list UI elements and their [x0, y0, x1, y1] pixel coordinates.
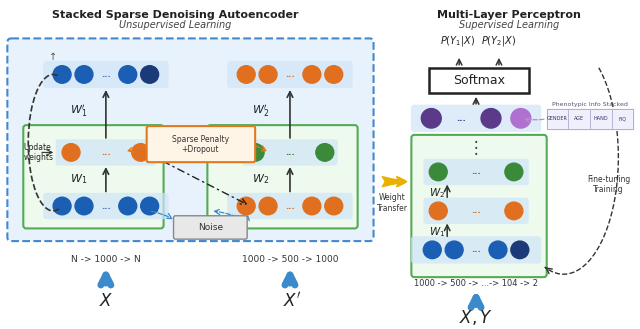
- Text: HAND: HAND: [593, 116, 608, 121]
- Circle shape: [53, 197, 71, 215]
- Circle shape: [119, 197, 137, 215]
- Circle shape: [445, 241, 463, 259]
- FancyBboxPatch shape: [173, 216, 247, 239]
- Text: 1000 -> 500 -> ...-> 104 -> 2: 1000 -> 500 -> ...-> 104 -> 2: [414, 279, 538, 288]
- FancyBboxPatch shape: [547, 109, 634, 129]
- Text: $P(Y_2|X)$: $P(Y_2|X)$: [481, 34, 516, 48]
- Circle shape: [237, 197, 255, 215]
- Circle shape: [62, 144, 80, 161]
- Circle shape: [237, 66, 255, 83]
- FancyBboxPatch shape: [547, 109, 568, 129]
- FancyBboxPatch shape: [242, 139, 338, 165]
- Circle shape: [303, 197, 321, 215]
- FancyBboxPatch shape: [412, 135, 547, 277]
- Circle shape: [489, 241, 507, 259]
- Text: ⋮: ⋮: [468, 139, 484, 157]
- Circle shape: [259, 66, 277, 83]
- FancyBboxPatch shape: [227, 61, 353, 88]
- Text: $X'$: $X'$: [283, 292, 301, 311]
- FancyBboxPatch shape: [590, 109, 612, 129]
- FancyBboxPatch shape: [207, 125, 358, 228]
- Circle shape: [423, 241, 441, 259]
- Text: ...: ...: [471, 245, 481, 254]
- Text: N -> 1000 -> N: N -> 1000 -> N: [71, 255, 141, 264]
- Text: Weight
Transfer: Weight Transfer: [377, 193, 408, 213]
- FancyBboxPatch shape: [23, 125, 164, 228]
- Circle shape: [53, 66, 71, 83]
- Text: Update
weights: Update weights: [23, 143, 53, 162]
- Text: Sparse Penalty
+Dropout: Sparse Penalty +Dropout: [172, 135, 229, 154]
- Text: $W_2$: $W_2$: [429, 187, 445, 200]
- Text: ...: ...: [285, 148, 295, 157]
- Text: ...: ...: [285, 201, 295, 211]
- Circle shape: [511, 109, 531, 128]
- Circle shape: [259, 197, 277, 215]
- Text: $W_1$: $W_1$: [70, 172, 88, 186]
- Text: $W_2'$: $W_2'$: [252, 104, 269, 119]
- Circle shape: [141, 197, 159, 215]
- Text: Noise: Noise: [198, 223, 223, 232]
- Text: ...: ...: [456, 114, 466, 123]
- Text: Phenotypic Info Stacked: Phenotypic Info Stacked: [552, 102, 628, 107]
- FancyBboxPatch shape: [568, 109, 590, 129]
- FancyBboxPatch shape: [423, 159, 529, 185]
- Circle shape: [429, 202, 447, 220]
- Circle shape: [132, 144, 150, 161]
- Text: AGE: AGE: [574, 116, 584, 121]
- FancyBboxPatch shape: [43, 193, 168, 219]
- Text: $W_2$: $W_2$: [252, 172, 269, 186]
- Text: Softmax: Softmax: [453, 74, 505, 87]
- Circle shape: [511, 241, 529, 259]
- Circle shape: [429, 163, 447, 181]
- Text: $W_1'$: $W_1'$: [70, 104, 88, 119]
- Circle shape: [325, 66, 342, 83]
- FancyBboxPatch shape: [227, 193, 353, 219]
- Circle shape: [421, 109, 441, 128]
- Text: $P(Y_1|X)$: $P(Y_1|X)$: [440, 34, 475, 48]
- Circle shape: [246, 144, 264, 161]
- Circle shape: [316, 144, 333, 161]
- Text: Stacked Sparse Denoising Autoencoder: Stacked Sparse Denoising Autoencoder: [52, 10, 299, 20]
- Text: ...: ...: [101, 70, 111, 79]
- Text: $X, Y$: $X, Y$: [459, 308, 493, 327]
- Circle shape: [75, 197, 93, 215]
- FancyBboxPatch shape: [411, 236, 541, 264]
- FancyBboxPatch shape: [43, 61, 168, 88]
- FancyBboxPatch shape: [612, 109, 634, 129]
- Text: Supervised Learning: Supervised Learning: [459, 20, 559, 30]
- Text: Multi-Layer Perceptron: Multi-Layer Perceptron: [437, 10, 581, 20]
- Text: GENDER: GENDER: [547, 116, 568, 121]
- Text: ...: ...: [285, 70, 295, 79]
- Text: Unsupervised Learning: Unsupervised Learning: [119, 20, 232, 30]
- Circle shape: [505, 202, 523, 220]
- FancyBboxPatch shape: [423, 198, 529, 224]
- Circle shape: [505, 163, 523, 181]
- FancyBboxPatch shape: [429, 68, 529, 93]
- Text: $X$: $X$: [99, 292, 113, 311]
- Text: ...: ...: [101, 201, 111, 211]
- Text: FIQ: FIQ: [618, 116, 627, 121]
- Text: Fine-tuning
Training: Fine-tuning Training: [587, 175, 630, 194]
- Circle shape: [325, 197, 342, 215]
- FancyBboxPatch shape: [7, 38, 374, 241]
- Text: ...: ...: [471, 206, 481, 215]
- FancyBboxPatch shape: [411, 105, 541, 132]
- Circle shape: [141, 66, 159, 83]
- Text: ...: ...: [471, 167, 481, 176]
- Circle shape: [75, 66, 93, 83]
- FancyBboxPatch shape: [147, 126, 255, 162]
- Text: ...: ...: [101, 148, 111, 157]
- FancyBboxPatch shape: [56, 139, 156, 165]
- Circle shape: [481, 109, 501, 128]
- Text: ↑: ↑: [49, 52, 57, 62]
- Circle shape: [119, 66, 137, 83]
- Circle shape: [303, 66, 321, 83]
- Text: 1000 -> 500 -> 1000: 1000 -> 500 -> 1000: [242, 255, 338, 264]
- Text: $W_1$: $W_1$: [429, 225, 445, 239]
